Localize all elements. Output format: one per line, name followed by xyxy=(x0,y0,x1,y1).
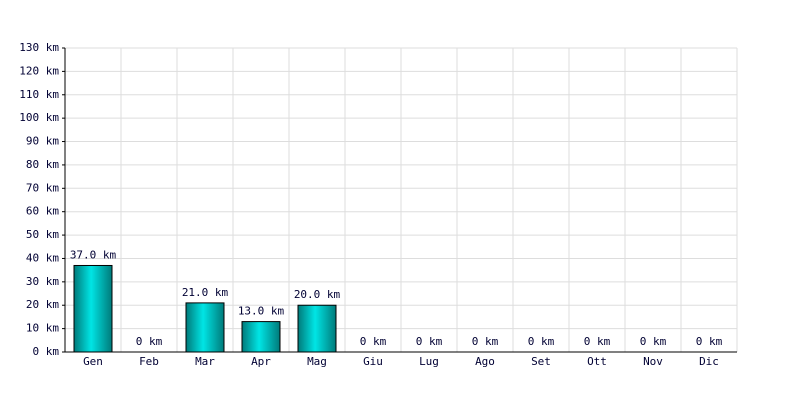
data-label: 0 km xyxy=(584,335,611,348)
y-tick-label: 0 km xyxy=(33,345,60,358)
x-tick-label: Ott xyxy=(587,355,607,368)
x-tick-label: Dic xyxy=(699,355,719,368)
data-label: 20.0 km xyxy=(294,288,341,301)
bar xyxy=(297,304,337,353)
y-tick-label: 20 km xyxy=(26,298,59,311)
y-tick-label: 100 km xyxy=(19,111,59,124)
x-tick-label: Mag xyxy=(307,355,327,368)
data-label: 0 km xyxy=(472,335,499,348)
data-label: 21.0 km xyxy=(182,286,229,299)
x-tick-label: Ago xyxy=(475,355,495,368)
y-tick-label: 40 km xyxy=(26,251,59,264)
x-tick-label: Set xyxy=(531,355,551,368)
y-tick-label: 10 km xyxy=(26,322,59,335)
x-tick-label: Giu xyxy=(363,355,383,368)
data-label: 0 km xyxy=(696,335,723,348)
data-label: 0 km xyxy=(640,335,667,348)
data-label: 13.0 km xyxy=(238,305,285,318)
x-tick-label: Lug xyxy=(419,355,439,368)
y-tick-label: 80 km xyxy=(26,158,59,171)
x-tick-label: Feb xyxy=(139,355,159,368)
y-tick-label: 130 km xyxy=(19,41,59,54)
y-tick-label: 60 km xyxy=(26,205,59,218)
data-label: 0 km xyxy=(136,335,163,348)
data-label: 0 km xyxy=(528,335,555,348)
x-tick-label: Gen xyxy=(83,355,103,368)
y-tick-label: 90 km xyxy=(26,135,59,148)
bar xyxy=(73,264,113,353)
y-tick-label: 110 km xyxy=(19,88,59,101)
y-tick-label: 30 km xyxy=(26,275,59,288)
y-tick-label: 120 km xyxy=(19,64,59,77)
y-tick-label: 50 km xyxy=(26,228,59,241)
y-tick-label: 70 km xyxy=(26,181,59,194)
data-label: 0 km xyxy=(360,335,387,348)
x-tick-label: Mar xyxy=(195,355,215,368)
data-label: 37.0 km xyxy=(70,248,117,261)
x-tick-label: Apr xyxy=(251,355,271,368)
x-tick-label: Nov xyxy=(643,355,663,368)
data-label: 0 km xyxy=(416,335,443,348)
bar xyxy=(241,321,281,353)
bar xyxy=(185,302,225,353)
